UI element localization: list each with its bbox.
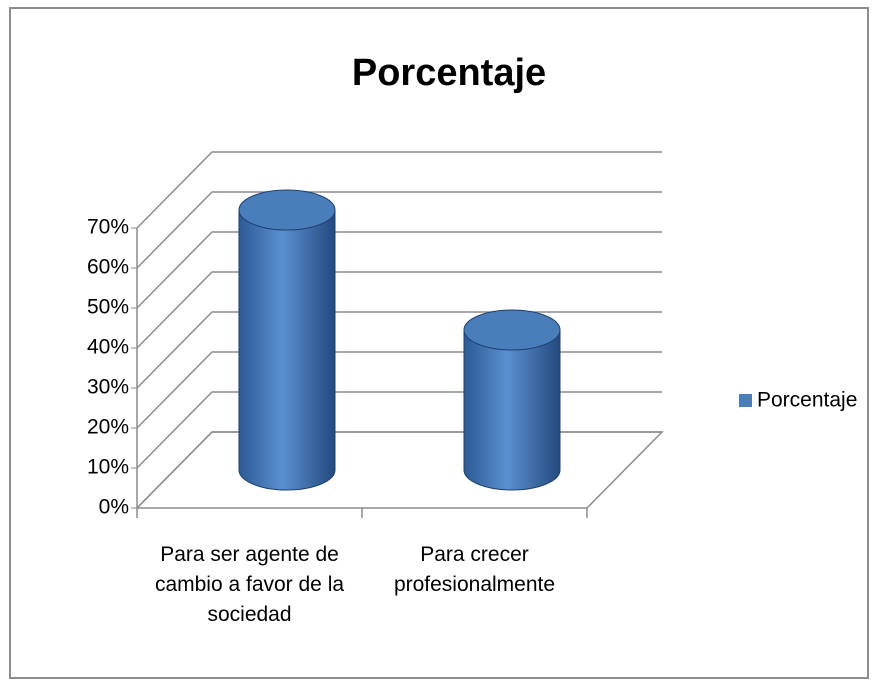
y-tick-label: 70% xyxy=(87,216,129,239)
bar-top xyxy=(463,309,561,351)
grid-line xyxy=(136,151,662,229)
bar xyxy=(463,309,561,491)
grid-line xyxy=(136,231,662,309)
bar xyxy=(238,189,336,491)
y-tick-label: 10% xyxy=(87,456,129,479)
y-tick-label: 0% xyxy=(99,496,129,519)
y-tick-label: 60% xyxy=(87,256,129,279)
grid-line xyxy=(136,271,662,349)
y-tick-label: 50% xyxy=(87,296,129,319)
legend-label: Porcentaje xyxy=(757,389,857,412)
y-tick-label: 20% xyxy=(87,416,129,439)
grid-line xyxy=(136,191,662,269)
x-tick-label: Para ser agente de cambio a favor de la … xyxy=(154,543,345,626)
chart-border xyxy=(9,7,869,679)
y-tick-label: 40% xyxy=(87,336,129,359)
y-tick-label: 30% xyxy=(87,376,129,399)
legend-swatch xyxy=(739,394,752,407)
bar-body xyxy=(463,329,561,491)
bar-top xyxy=(238,189,336,231)
x-tick-label: Para crecer profesionalmente xyxy=(393,543,556,596)
chart-title: Porcentaje xyxy=(352,52,546,94)
bar-body xyxy=(238,209,336,491)
